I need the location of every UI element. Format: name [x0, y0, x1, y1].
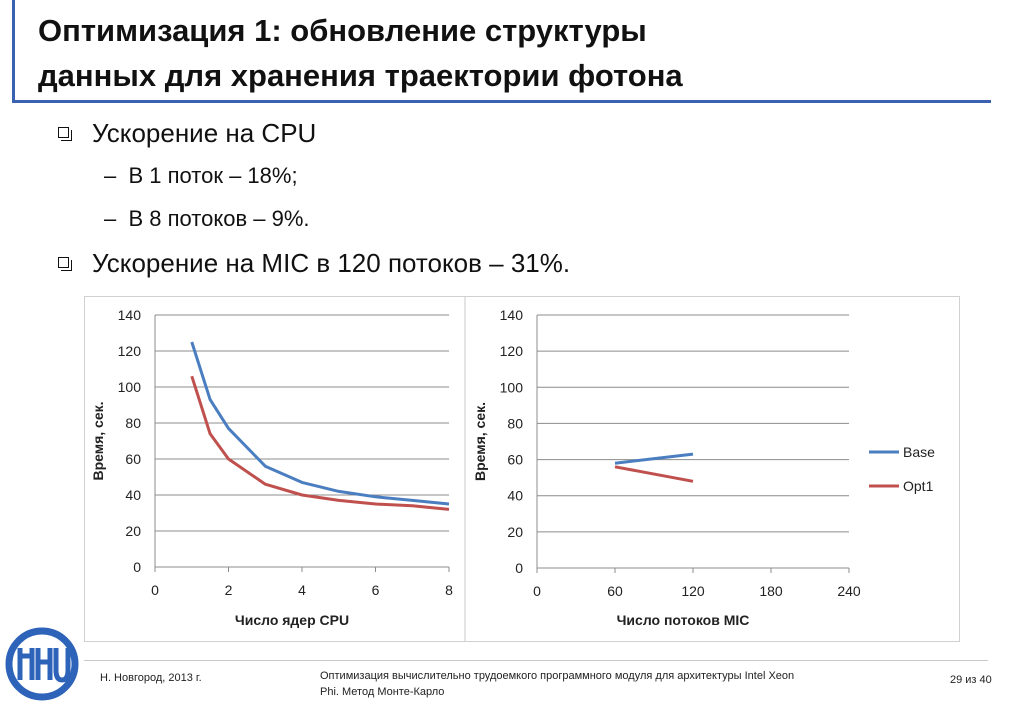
x-tick-label: 0 — [533, 583, 541, 599]
charts-panel: 0 20 40 60 80 100 120 140 0 2 4 6 8 Число ядер CPU Вре… — [84, 296, 960, 642]
y-tick-label: 20 — [125, 523, 141, 539]
legend-label-opt1: Opt1 — [903, 478, 934, 494]
bullet-mic-text: Ускорение на MIC в 120 потоков – 31%. — [92, 248, 571, 278]
legend-label-base: Base — [903, 444, 935, 460]
slide-title: Оптимизация 1: обновление структуры данн… — [38, 8, 978, 98]
x-tick-label: 6 — [372, 582, 380, 598]
sub-bullet-2-text: В 8 потоков – 9%. — [128, 206, 310, 231]
series-line-base — [614, 452, 694, 465]
series-line-opt1 — [614, 465, 694, 483]
y-tick-label: 100 — [500, 379, 524, 395]
footer-course: Оптимизация вычислительно трудоемкого пр… — [320, 668, 920, 700]
footer-page-number: 29 из 40 — [950, 674, 992, 686]
x-axis-title: Число потоков MIC — [617, 612, 750, 628]
charts-svg: 0 20 40 60 80 100 120 140 0 2 4 6 8 Число ядер CPU Вре… — [90, 297, 935, 641]
dash-mark: – — [104, 206, 117, 231]
x-tick-label: 240 — [837, 583, 861, 599]
y-tick-label: 60 — [125, 451, 141, 467]
slide-title-line1: Оптимизация 1: обновление структуры — [38, 13, 647, 48]
footer-course-line1: Оптимизация вычислительно трудоемкого пр… — [320, 670, 795, 682]
series-line-base — [190, 341, 450, 506]
x-tick-label: 60 — [607, 583, 623, 599]
y-tick-label: 80 — [125, 415, 141, 431]
sub-bullet-1: – В 1 поток – 18%; — [104, 162, 298, 190]
footer-location: Н. Новгород, 2013 г. — [100, 672, 202, 684]
footer-divider — [84, 660, 988, 661]
bullet-cpu: Ускорение на CPU — [58, 117, 317, 149]
sub-bullet-2: – В 8 потоков – 9%. — [104, 205, 310, 233]
footer-course-line2: Phi. Метод Монте-Карло — [320, 686, 445, 698]
x-tick-label: 0 — [151, 582, 159, 598]
x-tick-label: 120 — [681, 583, 705, 599]
title-bar — [12, 0, 991, 103]
square-bullet-icon — [58, 257, 72, 271]
y-tick-label: 140 — [500, 307, 524, 323]
x-tick-label: 4 — [298, 582, 306, 598]
y-tick-label: 20 — [507, 524, 523, 540]
y-tick-label: 40 — [125, 487, 141, 503]
series-line-opt1 — [190, 375, 450, 511]
x-tick-label: 8 — [445, 582, 453, 598]
y-tick-label: 120 — [500, 343, 524, 359]
x-tick-label: 180 — [759, 583, 783, 599]
bullet-mic: Ускорение на MIC в 120 потоков – 31%. — [58, 247, 571, 279]
x-tick-label: 2 — [225, 582, 233, 598]
sub-bullet-1-text: В 1 поток – 18%; — [128, 163, 298, 188]
y-tick-label: 120 — [118, 343, 142, 359]
unn-logo-icon — [5, 627, 79, 701]
y-tick-label: 80 — [507, 415, 523, 431]
y-tick-label: 140 — [118, 307, 142, 323]
y-axis-title: Время, сек. — [472, 402, 488, 481]
square-bullet-icon — [58, 127, 72, 141]
dash-mark: – — [104, 163, 117, 188]
y-tick-label: 60 — [507, 452, 523, 468]
x-axis-title: Число ядер CPU — [235, 612, 349, 628]
y-tick-label: 0 — [515, 560, 523, 576]
bullet-cpu-text: Ускорение на CPU — [92, 118, 317, 148]
y-tick-label: 40 — [507, 488, 523, 504]
y-tick-label: 0 — [133, 559, 141, 575]
y-tick-label: 100 — [118, 379, 142, 395]
slide-title-line2: данных для хранения траектории фотона — [38, 58, 683, 93]
y-axis-title: Время, сек. — [90, 401, 106, 480]
